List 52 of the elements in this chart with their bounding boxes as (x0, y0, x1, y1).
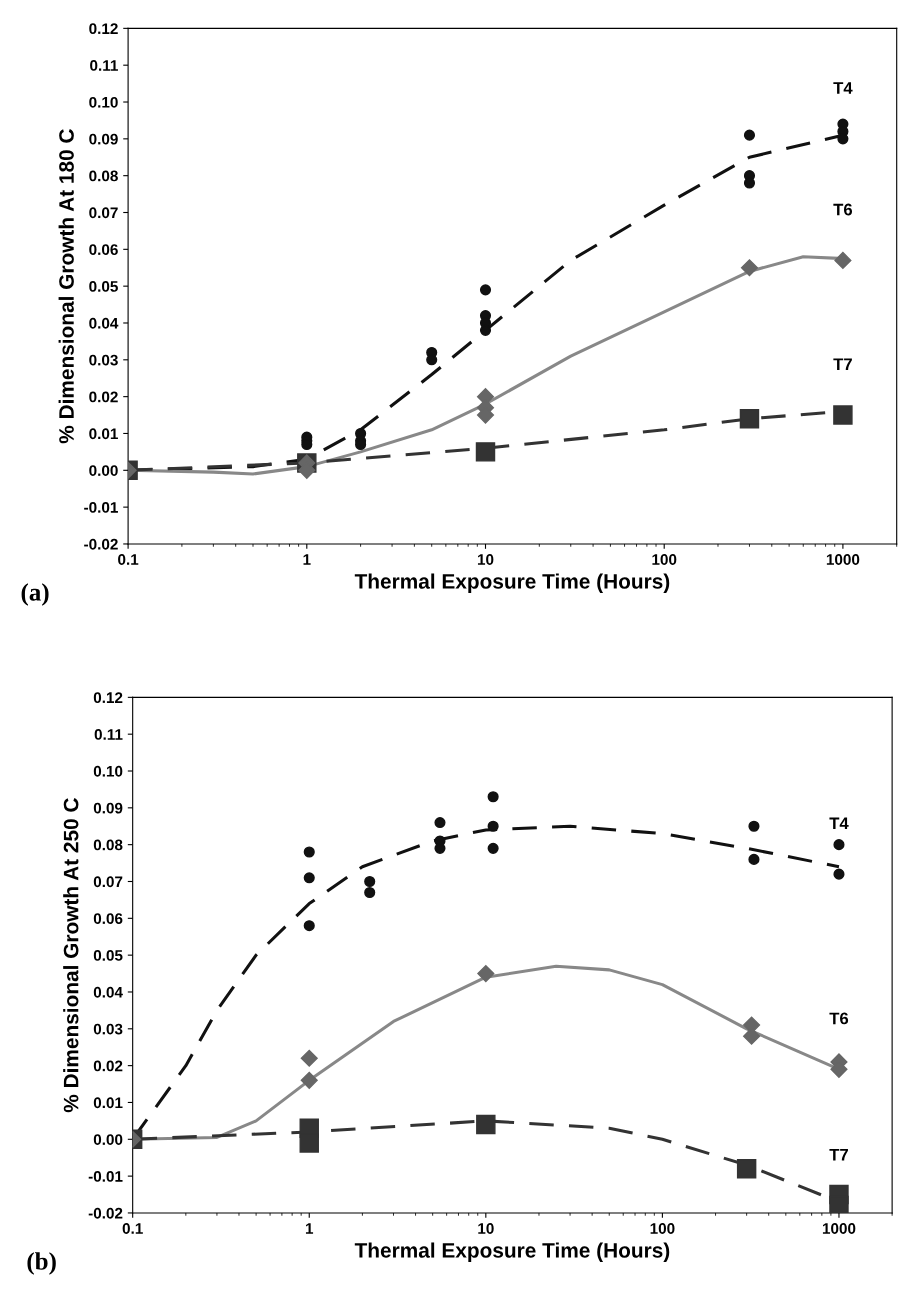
y-axis-title: % Dimensional Growth At 250 C (63, 798, 79, 1113)
y-axis-title: % Dimensional Growth At 180 C (58, 129, 74, 444)
y-tick-label: 0.02 (89, 391, 118, 403)
x-tick-label: 10 (478, 1223, 494, 1234)
x-tick-label: 1 (303, 554, 311, 565)
text: (b) (27, 1252, 56, 1275)
y-tick-label: 0.12 (93, 692, 123, 704)
y-tick-label: 0.04 (89, 317, 119, 329)
y-tick-label: 0.10 (89, 96, 118, 108)
y-tick-label: 0.09 (89, 133, 118, 145)
y-tick-label: 0.03 (89, 354, 118, 366)
y-tick-label: 0.04 (93, 986, 123, 998)
y-tick-label: 0.07 (93, 876, 123, 888)
x-tick-label: 0.1 (118, 554, 139, 565)
x-tick-label: 10 (477, 554, 494, 565)
series-label: T4 (829, 817, 849, 829)
y-tick-label: 0.11 (94, 729, 123, 740)
x-tick-label: 1000 (826, 554, 860, 565)
x-axis-title: Thermal Exposure Time (Hours) (354, 573, 670, 593)
series-label: T6 (829, 1012, 849, 1025)
y-tick-label: 0.05 (93, 950, 123, 961)
series-label: T4 (833, 82, 853, 94)
y-tick-label: 0.06 (89, 244, 118, 256)
x-tick-label: 100 (650, 1223, 675, 1234)
text: T6 (833, 203, 853, 216)
y-tick-label: -0.01 (88, 1170, 123, 1182)
y-tick-label: 0.07 (89, 207, 118, 219)
text: (a) (21, 583, 49, 606)
y-tick-label: 0.01 (93, 1097, 123, 1109)
y-tick-label: 0.08 (93, 839, 123, 851)
x-tick-label: 100 (652, 554, 677, 565)
y-tick-label: 0.05 (89, 281, 118, 292)
text: T7 (833, 358, 852, 370)
x-tick-label: 0.1 (122, 1223, 143, 1234)
y-tick-label: -0.02 (88, 1207, 123, 1219)
y-tick-label: 0.12 (89, 23, 118, 35)
y-tick-label: 0.06 (93, 913, 123, 925)
y-tick-label: 0.08 (89, 170, 118, 182)
y-tick-label: 0.03 (93, 1023, 123, 1035)
x-tick-label: 1 (305, 1223, 314, 1234)
x-tick-label: 1000 (822, 1223, 856, 1234)
y-tick-label: 0.02 (93, 1060, 123, 1072)
y-tick-label: 0.11 (90, 60, 118, 71)
y-tick-label: -0.01 (84, 502, 118, 513)
y-tick-label: 0.01 (89, 428, 118, 440)
y-tick-label: 0.10 (93, 765, 123, 777)
y-tick-label: 0.00 (93, 1134, 123, 1145)
y-tick-label: -0.02 (84, 538, 118, 550)
y-tick-label: 0.00 (89, 465, 118, 476)
series-label: T7 (829, 1148, 848, 1161)
y-tick-label: 0.09 (93, 802, 123, 814)
x-axis-title: Thermal Exposure Time (Hours) (354, 1242, 670, 1262)
